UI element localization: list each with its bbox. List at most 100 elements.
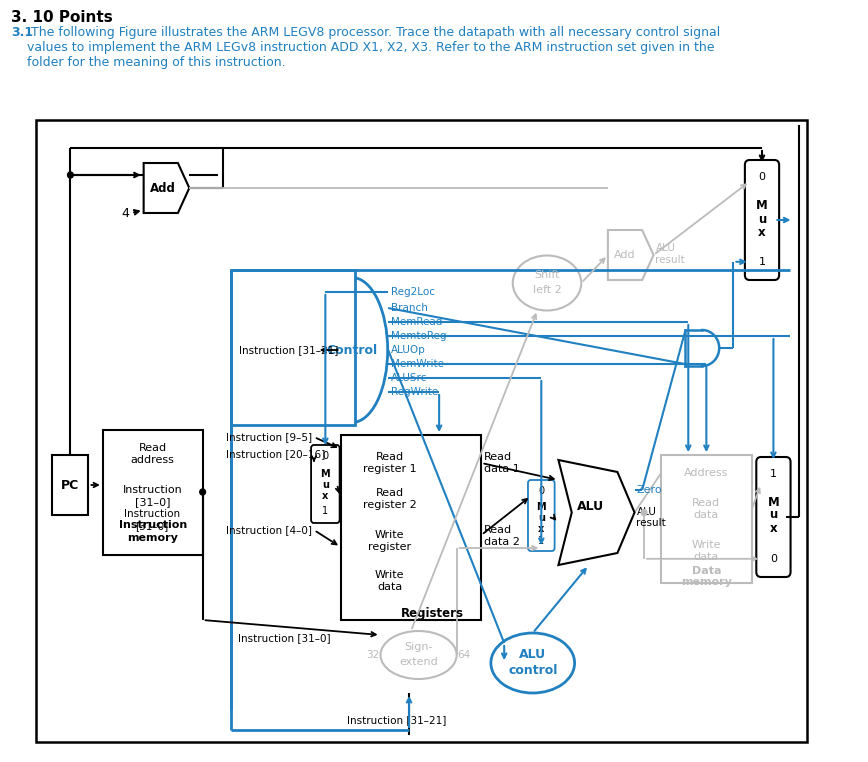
FancyBboxPatch shape xyxy=(528,480,555,551)
Text: register 1: register 1 xyxy=(363,464,417,474)
Text: ALU: ALU xyxy=(519,648,546,661)
Text: ALU: ALU xyxy=(655,243,675,253)
Text: data 2: data 2 xyxy=(484,537,520,547)
Text: 32: 32 xyxy=(366,650,379,660)
Text: 0: 0 xyxy=(759,172,766,182)
Text: Add: Add xyxy=(150,181,175,194)
Bar xyxy=(340,435,482,620)
Text: Instruction [31–21]: Instruction [31–21] xyxy=(347,715,447,725)
Text: data 1: data 1 xyxy=(484,464,520,474)
Text: x: x xyxy=(759,226,766,239)
Text: Read: Read xyxy=(484,525,512,535)
Text: Branch: Branch xyxy=(391,303,428,313)
Text: Read: Read xyxy=(484,452,512,462)
Text: 3. 10 Points: 3. 10 Points xyxy=(11,10,113,25)
Bar xyxy=(102,430,202,555)
Text: u: u xyxy=(769,508,778,521)
Text: x: x xyxy=(770,521,777,534)
Text: data: data xyxy=(694,552,719,562)
Text: address: address xyxy=(131,455,174,465)
Text: Instruction: Instruction xyxy=(122,485,182,495)
Text: 0: 0 xyxy=(770,554,777,564)
Text: result: result xyxy=(636,518,666,528)
Polygon shape xyxy=(143,163,189,213)
Text: 0: 0 xyxy=(322,451,328,461)
Text: 3.1: 3.1 xyxy=(11,26,34,39)
Bar xyxy=(231,270,355,425)
Text: Read: Read xyxy=(139,443,167,453)
Text: ALU: ALU xyxy=(636,507,656,517)
Text: extend: extend xyxy=(399,657,438,667)
Bar xyxy=(52,455,89,515)
Text: memory: memory xyxy=(128,533,178,543)
Text: Zero: Zero xyxy=(636,485,662,495)
Text: data: data xyxy=(694,510,719,520)
Text: 4: 4 xyxy=(122,207,129,219)
Text: 64: 64 xyxy=(457,650,470,660)
Text: register 2: register 2 xyxy=(363,500,417,510)
Ellipse shape xyxy=(316,277,388,422)
Text: 1: 1 xyxy=(538,536,544,546)
Text: The following Figure illustrates the ARM LEGV8 processor. Trace the datapath wit: The following Figure illustrates the ARM… xyxy=(27,26,720,69)
Text: ALUOp: ALUOp xyxy=(391,345,425,355)
Text: register: register xyxy=(368,542,411,552)
Text: Instruction [20–16]: Instruction [20–16] xyxy=(227,449,326,459)
Ellipse shape xyxy=(491,633,575,693)
Text: M: M xyxy=(320,469,330,479)
Text: Write: Write xyxy=(375,530,404,540)
Text: memory: memory xyxy=(681,577,732,587)
Text: data: data xyxy=(378,582,403,592)
Ellipse shape xyxy=(513,255,582,310)
Text: Instruction [9–5]: Instruction [9–5] xyxy=(227,432,312,442)
Bar xyxy=(36,120,806,742)
Text: PC: PC xyxy=(62,479,80,491)
Text: Instruction [31–0]: Instruction [31–0] xyxy=(238,633,331,643)
Text: M: M xyxy=(767,495,779,508)
Text: Instruction [4–0]: Instruction [4–0] xyxy=(227,525,312,535)
Text: u: u xyxy=(538,513,545,523)
Bar xyxy=(661,455,752,583)
Circle shape xyxy=(641,510,647,516)
Polygon shape xyxy=(558,460,635,565)
Text: RegWrite: RegWrite xyxy=(391,387,438,397)
Text: Instruction: Instruction xyxy=(119,520,187,530)
Text: u: u xyxy=(322,480,329,490)
Text: 1: 1 xyxy=(759,257,766,267)
Text: M: M xyxy=(756,198,768,212)
Text: Read: Read xyxy=(376,488,404,498)
Text: Read: Read xyxy=(693,498,720,508)
FancyBboxPatch shape xyxy=(756,457,791,577)
Text: control: control xyxy=(508,664,557,677)
Text: left 2: left 2 xyxy=(533,285,562,295)
Circle shape xyxy=(68,172,73,178)
Text: MemWrite: MemWrite xyxy=(391,359,444,369)
Text: Write: Write xyxy=(692,540,721,550)
Text: Instruction [31–21]: Instruction [31–21] xyxy=(239,345,339,355)
Text: Control: Control xyxy=(326,344,378,357)
FancyBboxPatch shape xyxy=(745,160,779,280)
Polygon shape xyxy=(608,230,654,280)
Text: MemRead: MemRead xyxy=(391,317,443,327)
Text: ALUSrc: ALUSrc xyxy=(391,373,427,383)
Text: u: u xyxy=(758,213,766,226)
Text: Instruction
[31–0]: Instruction [31–0] xyxy=(124,509,181,531)
Text: Data: Data xyxy=(692,566,721,576)
Text: Registers: Registers xyxy=(401,607,464,620)
Text: 1: 1 xyxy=(322,506,328,516)
Text: Reg2Loc: Reg2Loc xyxy=(391,287,435,297)
Text: Address: Address xyxy=(684,468,728,478)
Text: x: x xyxy=(538,524,544,534)
Text: Sign-: Sign- xyxy=(404,642,433,652)
Text: 1: 1 xyxy=(770,469,777,479)
Text: M: M xyxy=(536,502,546,512)
Text: result: result xyxy=(655,255,685,265)
Text: [31–0]: [31–0] xyxy=(135,497,170,507)
Text: Add: Add xyxy=(615,250,636,260)
Ellipse shape xyxy=(380,631,457,679)
FancyBboxPatch shape xyxy=(311,445,339,523)
Text: Shift: Shift xyxy=(535,270,560,280)
Text: Write: Write xyxy=(375,570,404,580)
Circle shape xyxy=(200,489,206,495)
Text: Read: Read xyxy=(376,452,404,462)
Text: x: x xyxy=(322,491,328,501)
